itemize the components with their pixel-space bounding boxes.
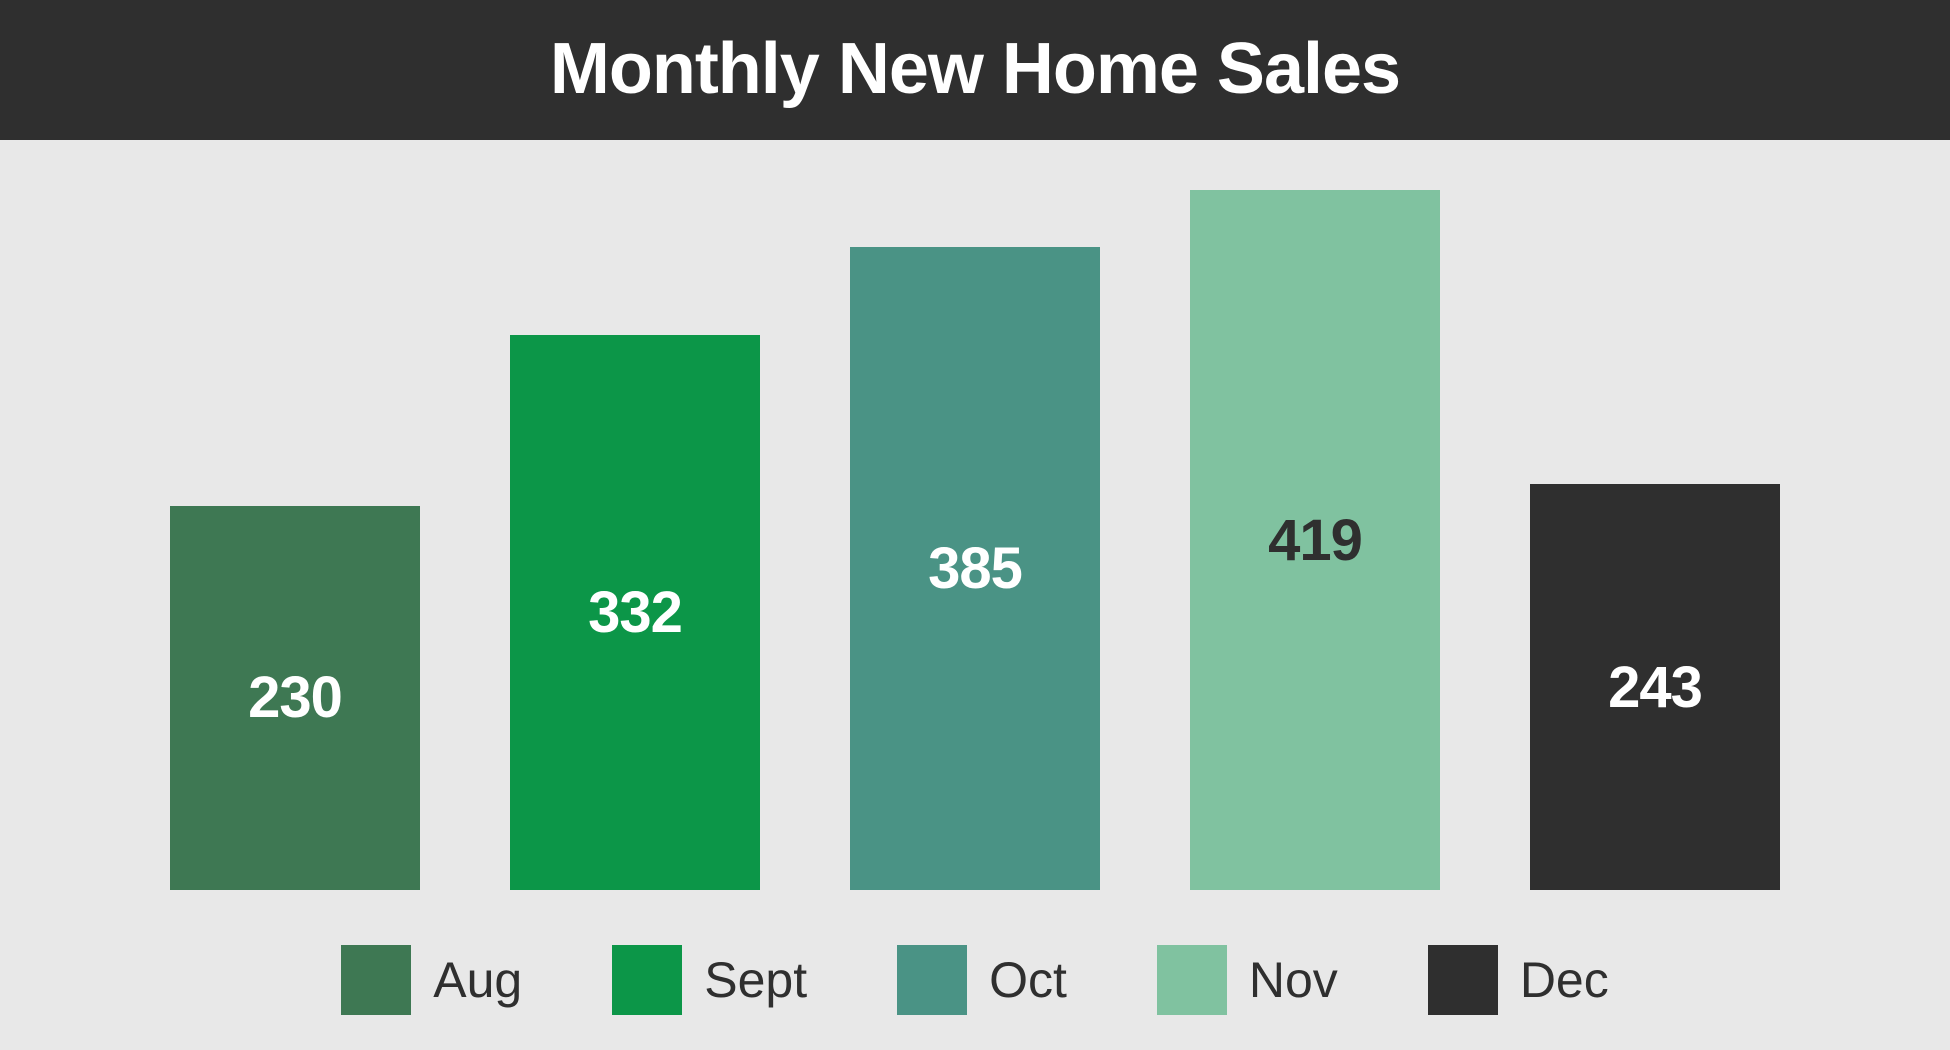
chart-title: Monthly New Home Sales (0, 28, 1950, 110)
bar-oct: 385 (850, 247, 1100, 890)
legend-item-nov: Nov (1157, 945, 1338, 1015)
bar-aug: 230 (170, 506, 420, 890)
legend-swatch-nov (1157, 945, 1227, 1015)
legend-swatch-sept (612, 945, 682, 1015)
legend-item-aug: Aug (341, 945, 522, 1015)
bar-nov: 419 (1190, 190, 1440, 890)
chart-area: 230 332 385 419 243 Aug Sept (0, 140, 1950, 1050)
legend-swatch-dec (1428, 945, 1498, 1015)
bar-value-aug: 230 (248, 664, 342, 731)
legend-label-sept: Sept (704, 951, 807, 1009)
title-bar: Monthly New Home Sales (0, 0, 1950, 140)
legend-item-sept: Sept (612, 945, 807, 1015)
legend-label-oct: Oct (989, 951, 1067, 1009)
bar-value-dec: 243 (1608, 654, 1702, 721)
bar-dec: 243 (1530, 484, 1780, 890)
legend: Aug Sept Oct Nov Dec (0, 945, 1950, 1015)
legend-item-oct: Oct (897, 945, 1067, 1015)
bar-value-nov: 419 (1268, 507, 1362, 574)
legend-label-nov: Nov (1249, 951, 1338, 1009)
chart-container: Monthly New Home Sales 230 332 385 419 2… (0, 0, 1950, 1050)
bar-value-oct: 385 (928, 535, 1022, 602)
legend-label-dec: Dec (1520, 951, 1609, 1009)
legend-item-dec: Dec (1428, 945, 1609, 1015)
legend-label-aug: Aug (433, 951, 522, 1009)
legend-swatch-aug (341, 945, 411, 1015)
legend-swatch-oct (897, 945, 967, 1015)
bar-sept: 332 (510, 335, 760, 890)
bars-group: 230 332 385 419 243 (0, 190, 1950, 890)
bar-value-sept: 332 (588, 579, 682, 646)
